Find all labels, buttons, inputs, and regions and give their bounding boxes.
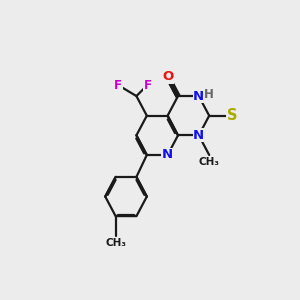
Text: CH₃: CH₃ <box>199 157 220 167</box>
Text: O: O <box>162 70 174 83</box>
Text: N: N <box>193 90 204 103</box>
Text: N: N <box>193 129 204 142</box>
Text: CH₃: CH₃ <box>105 238 126 248</box>
Text: F: F <box>114 79 122 92</box>
Text: N: N <box>162 148 173 161</box>
Text: S: S <box>227 108 238 123</box>
Text: H: H <box>204 88 214 101</box>
Text: F: F <box>144 79 152 92</box>
